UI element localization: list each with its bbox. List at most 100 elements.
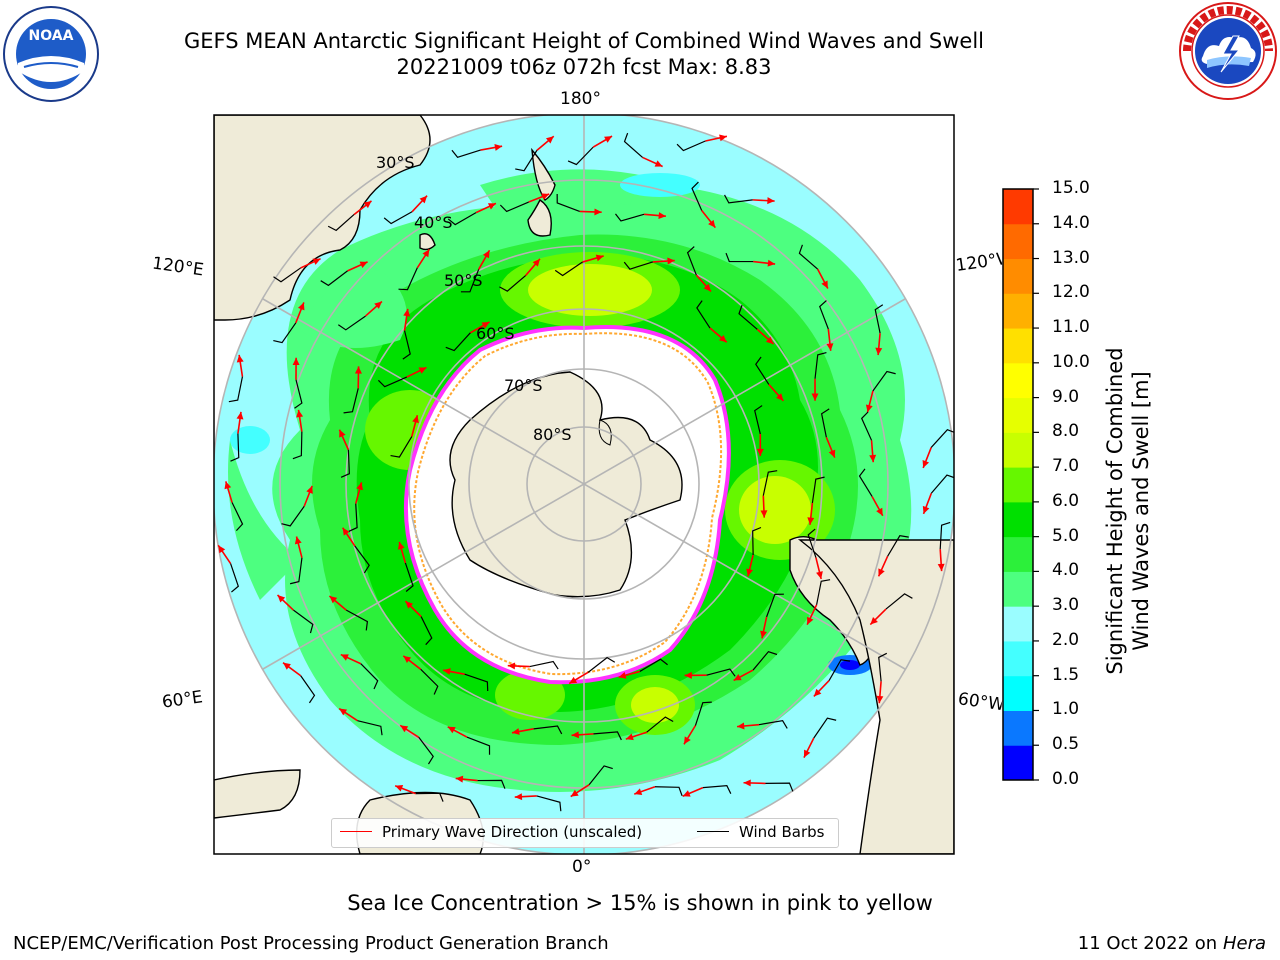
wind-barb bbox=[872, 370, 896, 392]
wave-arrow-head bbox=[356, 482, 363, 491]
wave-arrow-head bbox=[218, 545, 226, 554]
footer-branch: NCEP/EMC/Verification Post Processing Pr… bbox=[13, 933, 609, 954]
wind-barb bbox=[930, 474, 954, 494]
wave-arrow-head bbox=[634, 788, 643, 795]
colorbar-bin bbox=[1003, 467, 1033, 503]
colorbar-tick-label: 7.0 bbox=[1052, 456, 1080, 477]
wind-barb bbox=[228, 376, 244, 403]
wind-barb bbox=[230, 563, 240, 593]
legend-wave-line bbox=[340, 831, 372, 832]
wave-arrow-head bbox=[760, 630, 767, 639]
colorbar-label: Significant Height of Combined Wind Wave… bbox=[1102, 311, 1154, 711]
footer-date-text: 11 Oct 2022 on bbox=[1077, 933, 1218, 954]
wave-arrow-head bbox=[595, 254, 604, 262]
wind-barb bbox=[294, 379, 303, 409]
wind-barb bbox=[293, 609, 314, 634]
wind-barb bbox=[567, 146, 594, 166]
colorbar-bin bbox=[1003, 640, 1033, 677]
colorbar-bin bbox=[1003, 710, 1033, 746]
wind-barb bbox=[360, 663, 379, 690]
wave-arrow-head bbox=[481, 321, 490, 329]
wind-barb bbox=[813, 717, 837, 739]
wave-arrow-head bbox=[532, 258, 540, 267]
wind-barb bbox=[415, 792, 444, 802]
wind-barb bbox=[533, 725, 563, 735]
colorbar-bin bbox=[1003, 258, 1033, 294]
wind-barb bbox=[445, 332, 471, 352]
wave-arrow-head bbox=[312, 258, 321, 265]
colorbar-frame bbox=[1002, 188, 1034, 781]
wave-arrow-head bbox=[625, 733, 634, 741]
wind-barb bbox=[348, 503, 358, 532]
wind-barb bbox=[289, 557, 303, 585]
colorbar-tick-label: 14.0 bbox=[1052, 212, 1090, 233]
colorbar-bin bbox=[1003, 293, 1033, 329]
wave-arrow-head bbox=[277, 595, 286, 603]
colorbar-label-line1: Significant Height of Combined bbox=[1103, 347, 1127, 675]
map-frame bbox=[213, 114, 955, 855]
wave-arrow-head bbox=[296, 409, 304, 418]
wave-arrow-head bbox=[807, 616, 814, 625]
wave-arrow-head bbox=[803, 749, 811, 758]
wind-barb bbox=[939, 521, 951, 550]
wind-barb bbox=[464, 673, 489, 691]
wave-arrow-head bbox=[359, 261, 368, 268]
wave-arrow-head bbox=[828, 449, 836, 458]
colorbar-bin bbox=[1003, 397, 1033, 433]
wind-barb bbox=[273, 322, 297, 344]
wave-arrow-head bbox=[767, 259, 776, 267]
wave-arrow-head bbox=[654, 160, 663, 167]
colorbar-tick-label: 13.0 bbox=[1052, 247, 1090, 268]
colorbar-bin bbox=[1003, 536, 1033, 572]
colorbar-tick-label: 0.0 bbox=[1052, 769, 1080, 789]
wind-barb bbox=[878, 652, 888, 682]
wind-barb bbox=[738, 305, 758, 330]
colorbar-tick-label: 4.0 bbox=[1052, 560, 1080, 581]
wind-barb bbox=[460, 269, 480, 293]
lat-label-30s: 30°S bbox=[376, 153, 415, 172]
wave-arrow-head bbox=[339, 429, 346, 438]
wave-arrow-head bbox=[482, 250, 490, 259]
colorbar-tick-label: 3.0 bbox=[1052, 595, 1080, 616]
wind-barb bbox=[593, 731, 622, 741]
wave-arrow-head bbox=[570, 789, 579, 797]
wind-barb bbox=[725, 252, 754, 263]
colorbar-bin bbox=[1003, 606, 1033, 642]
wave-arrow-head bbox=[765, 336, 774, 345]
lat-label-60s: 60°S bbox=[476, 324, 515, 343]
colorbar-tick-label: 15.0 bbox=[1052, 178, 1090, 198]
wave-arrow-head bbox=[682, 790, 691, 797]
wind-barb bbox=[420, 616, 433, 646]
wind-barb bbox=[752, 526, 762, 555]
wind-barbs bbox=[228, 132, 954, 812]
wave-arrow-head bbox=[395, 785, 404, 792]
wave-arrow-head bbox=[703, 283, 711, 292]
wind-barb bbox=[858, 468, 873, 497]
colorbar-tick-label: 6.0 bbox=[1052, 490, 1080, 511]
wave-arrow-head bbox=[329, 595, 338, 604]
wave-arrow-head bbox=[807, 517, 815, 525]
colorbar-tick-label: 10.0 bbox=[1052, 351, 1090, 372]
wave-arrow-head bbox=[743, 779, 751, 787]
chart-title: GEFS MEAN Antarctic Significant Height o… bbox=[183, 29, 985, 53]
colorbar-tick-label: 1.5 bbox=[1052, 664, 1080, 685]
wind-barb bbox=[930, 428, 954, 448]
wind-barb bbox=[418, 736, 434, 765]
wind-barb bbox=[337, 315, 366, 331]
wave-arrow-head bbox=[342, 527, 350, 536]
wave-arrow-head bbox=[294, 536, 302, 545]
wind-barb bbox=[755, 356, 770, 385]
wave-arrow-head bbox=[400, 725, 409, 733]
wind-barb bbox=[536, 795, 562, 812]
wave-arrow-head bbox=[224, 481, 232, 490]
wind-barb bbox=[706, 668, 736, 677]
colorbar-bin bbox=[1003, 362, 1033, 399]
wind-barb bbox=[752, 650, 778, 671]
wave-arrow-head bbox=[571, 731, 579, 739]
noaa-logo-text: NOAA bbox=[29, 28, 74, 44]
wave-arrow-head bbox=[418, 367, 427, 374]
wave-arrow-head bbox=[340, 654, 349, 661]
wave-arrow-head bbox=[422, 249, 430, 258]
wave-arrow-head bbox=[514, 793, 523, 801]
colorbar-tick-label: 0.5 bbox=[1052, 734, 1080, 755]
